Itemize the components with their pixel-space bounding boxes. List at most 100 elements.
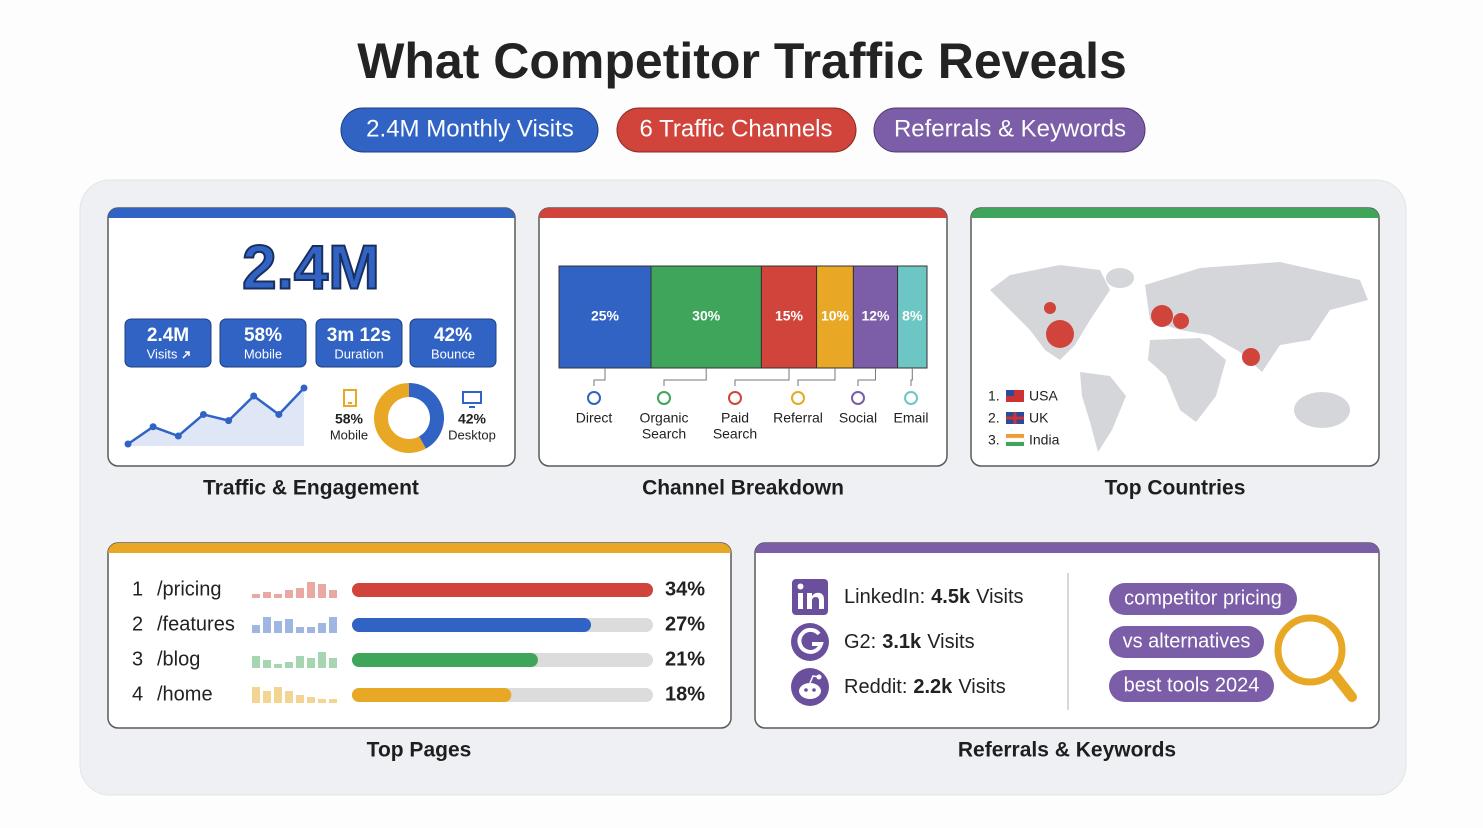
country-name: UK [1029,410,1049,426]
sparkline-point [149,423,157,431]
caption: Top Countries [1105,477,1246,500]
mini-bar [263,691,271,703]
connector [857,368,876,386]
stat-label: Visits [147,346,178,361]
mini-bar [329,617,337,633]
sparkline-point [300,384,308,392]
mini-bar [329,658,337,668]
device-percent: 58% [335,411,364,427]
mini-bar [285,619,293,633]
page-bar [352,688,512,702]
channel-percent: 15% [775,308,804,324]
channel-name: Paid [721,410,749,426]
stat-box [315,318,403,368]
channel-name: Social [839,410,877,426]
keyword-pill [1109,670,1274,702]
sparkline-point [174,432,182,440]
caption: Traffic & Engagement [203,477,419,500]
title: What Competitor Traffic Reveals [357,33,1127,89]
pill [873,107,1146,153]
card-top [108,543,731,553]
card-top [971,208,1379,218]
mini-bar [307,697,315,703]
mini-bar [296,627,304,633]
card-top [755,543,1379,553]
keyword-pill [1109,583,1297,615]
mini-bar [263,660,271,668]
mini-bar [263,592,271,598]
channel-icon [657,391,671,405]
pill [616,107,857,153]
page-rank: 4 [132,683,143,705]
page-percent: 27% [665,613,705,635]
referral-visits: 3.1k [882,631,922,653]
mini-bar [252,656,260,668]
magnifier-icon [1274,614,1357,702]
mini-bar [252,625,260,633]
channel-percent: 8% [902,308,923,324]
channel-segment [760,265,818,369]
device-percent: 42% [458,411,487,427]
pill-text: Referrals & Keywords [894,115,1126,142]
country-name: India [1029,432,1060,448]
connector [734,368,790,386]
country-name: USA [1029,388,1058,404]
channel-segment [558,265,652,369]
channel-segment [852,265,899,369]
phone-icon [343,389,357,407]
sparkline-point [124,440,132,448]
pill-text: 2.4M Monthly Visits [366,115,574,142]
page-path: /home [157,683,213,705]
referral-unit: Visits [958,676,1005,698]
card-top [539,208,947,218]
referral-name: LinkedIn: [844,586,925,608]
page-percent: 18% [665,683,705,705]
referral-unit: Visits [976,586,1023,608]
mini-bar [252,594,260,598]
channel-segment [816,265,854,369]
mini-bar [252,687,260,703]
mini-bar [307,627,315,633]
mini-bar [318,584,326,598]
page-path: /features [157,613,235,635]
mini-bar [318,623,326,633]
stat-label: Bounce [431,346,475,361]
connector [663,368,707,386]
referral-name: Reddit: [844,676,907,698]
caption: Channel Breakdown [642,477,844,500]
channel-name: Organic [639,410,688,426]
channel-name: Search [713,426,757,442]
device-name: Mobile [330,427,368,442]
keyword-pill [1109,626,1264,658]
donut-segment [374,383,426,453]
stat-label: Mobile [244,346,282,361]
mini-bar [318,652,326,668]
sparkline-point [199,410,207,418]
mini-bar [296,695,304,703]
keyword: competitor pricing [1124,587,1282,609]
mini-bar [274,621,282,633]
mini-bar [274,594,282,598]
reddit-logo [791,668,829,706]
page-percent: 21% [665,648,705,670]
headline: 2.4M [242,233,380,302]
referral-visits: 4.5k [931,586,971,608]
caption: Referrals & Keywords [958,739,1176,762]
sparkline-area [128,388,304,446]
stat-value: 3m 12s [327,325,391,346]
arrow-icon [182,351,190,359]
channel-segment [650,265,762,369]
mini-bar [285,590,293,598]
keyword: vs alternatives [1123,630,1251,652]
stat-box [219,318,307,368]
connector [593,368,606,386]
stat-value: 2.4M [147,325,189,346]
linkedin-logo [792,579,828,615]
channel-icon [587,391,601,405]
keyword: best tools 2024 [1124,674,1260,696]
card-top [108,208,515,218]
pill-text: 6 Traffic Channels [640,115,833,142]
page-percent: 34% [665,578,705,600]
channel-icon [728,391,742,405]
